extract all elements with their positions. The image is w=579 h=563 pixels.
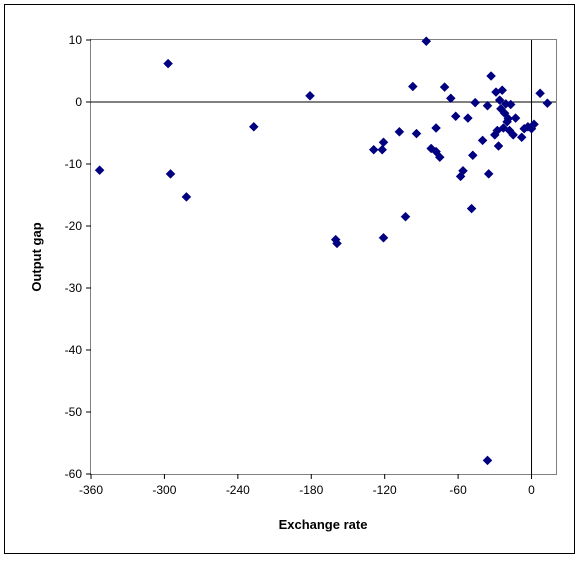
- data-point: [434, 152, 445, 163]
- data-point: [411, 128, 422, 139]
- data-point: [439, 82, 450, 92]
- data-point: [529, 119, 539, 130]
- data-point: [305, 90, 315, 101]
- data-point: [458, 165, 468, 176]
- data-point: [542, 98, 553, 109]
- data-point: [377, 144, 388, 155]
- tick-layer: [86, 39, 533, 479]
- data-point: [482, 455, 493, 466]
- data-point: [483, 169, 494, 179]
- data-point: [378, 137, 389, 148]
- data-point: [482, 100, 493, 111]
- y-tick-label: -40: [65, 343, 83, 357]
- data-point: [486, 71, 496, 81]
- x-tick-label: 0: [528, 483, 535, 497]
- data-point: [181, 192, 192, 202]
- data-point: [466, 203, 477, 214]
- plot-area-frame: [90, 39, 557, 475]
- x-tick-label: -300: [152, 483, 176, 497]
- x-tick-label: -60: [449, 483, 467, 497]
- data-point: [332, 238, 342, 249]
- data-point: [467, 150, 478, 161]
- point-layer: [94, 36, 553, 466]
- data-point: [494, 95, 505, 105]
- data-point: [94, 165, 105, 176]
- y-tick-label: -60: [65, 467, 83, 481]
- data-point: [493, 141, 504, 151]
- data-point: [431, 123, 441, 133]
- data-point: [394, 126, 405, 137]
- data-point: [163, 58, 173, 69]
- x-tick-label: -360: [79, 483, 103, 497]
- y-tick-label: -10: [65, 157, 83, 171]
- data-point: [450, 111, 461, 122]
- data-point: [368, 144, 379, 155]
- x-tick-label: -240: [226, 483, 250, 497]
- data-point: [477, 135, 488, 146]
- label-layer: -360 -300 -240 -180 -120 -60 0 10 0 -10 -20 -30 -40 -…: [65, 33, 536, 497]
- x-tick-label: -180: [299, 483, 323, 497]
- data-point: [378, 232, 389, 243]
- data-point: [516, 132, 527, 143]
- data-point: [503, 113, 514, 124]
- data-point: [445, 93, 456, 104]
- data-point: [508, 130, 519, 140]
- y-tick-label: 0: [75, 95, 82, 109]
- data-point: [463, 113, 473, 123]
- x-axis-title: Exchange rate: [279, 517, 368, 532]
- data-point: [421, 36, 432, 47]
- data-point: [470, 97, 481, 108]
- data-point: [165, 169, 176, 179]
- x-tick-label: -120: [373, 483, 397, 497]
- y-tick-label: -50: [65, 405, 83, 419]
- data-point: [407, 81, 418, 92]
- y-tick-label: -30: [65, 281, 83, 295]
- data-point: [248, 121, 259, 132]
- y-tick-label: 10: [69, 33, 83, 47]
- data-point: [535, 88, 545, 99]
- chart-outer-border: [4, 4, 575, 554]
- data-point: [497, 85, 508, 96]
- data-point: [505, 99, 516, 110]
- data-point: [510, 113, 521, 123]
- y-axis-title: Output gap: [29, 222, 44, 291]
- y-tick-label: -20: [65, 219, 83, 233]
- data-point: [400, 211, 411, 222]
